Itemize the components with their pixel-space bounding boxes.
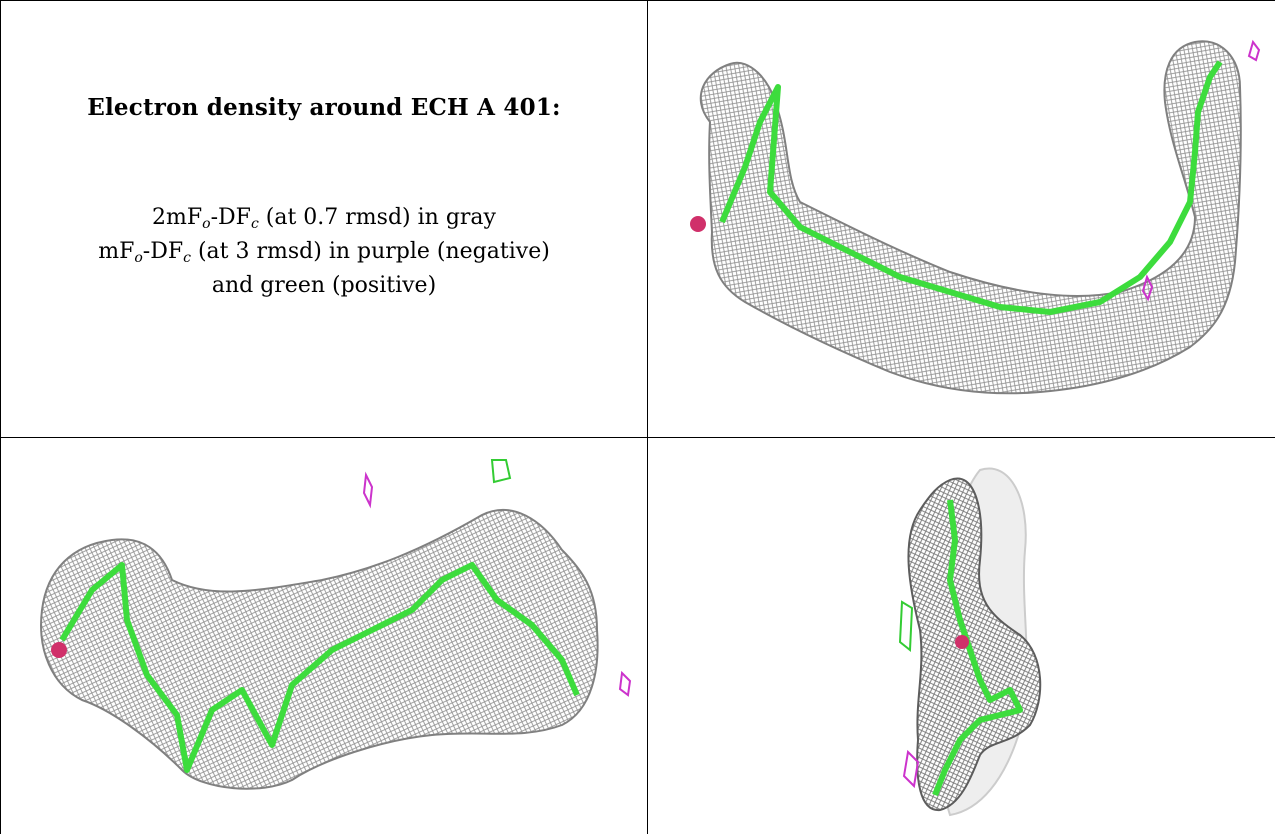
negative-density-blob	[618, 670, 632, 697]
legend-line-gray: 2mFo-DFc (at 0.7 rmsd) in gray	[1, 204, 647, 238]
legend-line2-prefix: mF	[98, 239, 135, 264]
density-panel-bottom-right	[650, 440, 1273, 832]
legend-line1-sub1: o	[202, 216, 211, 232]
gray-mesh-density	[907, 477, 1042, 812]
density-panel-bottom-left	[2, 440, 645, 832]
legend-cell: Electron density around ECH A 401: 2mFo-…	[1, 1, 647, 437]
density-image-bottom-left	[40, 459, 632, 790]
legend-title: Electron density around ECH A 401:	[87, 94, 561, 121]
grid-left-border	[0, 0, 1, 834]
grid-middle-border	[0, 437, 1275, 438]
positive-density-blob	[898, 600, 914, 653]
legend-line-difference: mFo-DFc (at 3 rmsd) in purple (negative)	[1, 238, 647, 272]
green-model-chain	[59, 562, 580, 773]
green-model-chain	[719, 60, 1223, 315]
green-model-chain	[932, 499, 1023, 797]
legend-line2-suffix: (at 3 rmsd) in purple (negative)	[190, 239, 550, 264]
legend-line2-sub2: c	[183, 250, 191, 266]
density-panel-top-right	[650, 2, 1273, 434]
grid-center-border	[647, 0, 648, 834]
oxygen-atom	[690, 216, 706, 232]
legend-line1-suffix: (at 0.7 rmsd) in gray	[258, 205, 496, 230]
legend-line1-prefix: 2mF	[152, 205, 203, 230]
gray-mesh-density	[699, 40, 1242, 395]
gray-mesh-density	[40, 509, 599, 790]
negative-density-blob	[1247, 39, 1261, 62]
legend-line1-mid: -DF	[210, 205, 251, 230]
legend-description: 2mFo-DFc (at 0.7 rmsd) in gray mFo-DFc (…	[1, 204, 647, 299]
oxygen-atom	[955, 635, 969, 649]
negative-density-blob	[902, 749, 920, 789]
legend-line1-sub2: c	[250, 216, 259, 232]
grid-top-border	[0, 0, 1275, 1]
legend-line2-mid: -DF	[142, 239, 184, 264]
oxygen-atom	[51, 642, 67, 658]
legend-line2-sub1: o	[134, 250, 143, 266]
density-image-bottom-right	[898, 467, 1042, 817]
density-image-top-right	[690, 39, 1261, 395]
legend-line-positive: and green (positive)	[211, 273, 437, 298]
negative-density-blob	[1141, 274, 1154, 302]
positive-density-blob	[490, 459, 512, 484]
negative-density-blob	[362, 471, 374, 509]
